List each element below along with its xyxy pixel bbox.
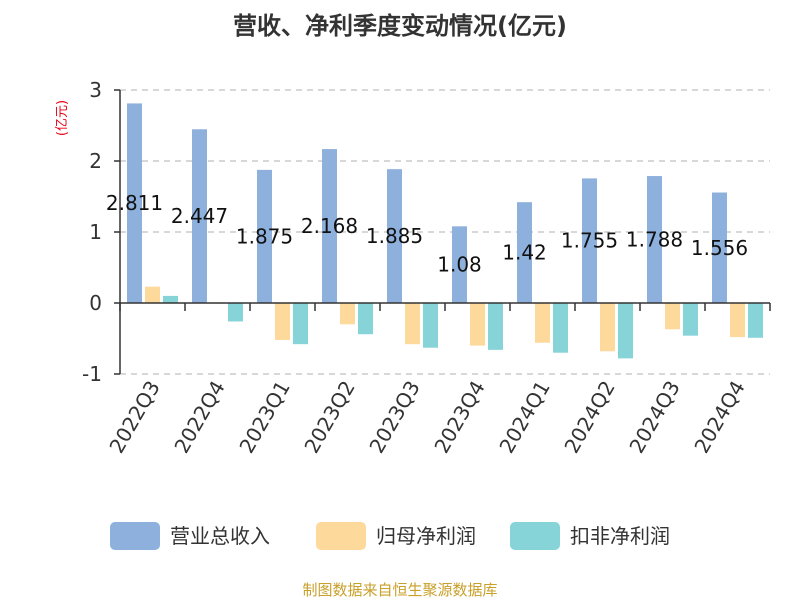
bar: [618, 303, 633, 359]
bar: [257, 169, 272, 303]
axes: [114, 89, 771, 375]
x-tick-label: 2022Q4: [169, 377, 229, 458]
bar: [712, 192, 727, 303]
y-tick-label: 3: [89, 78, 102, 102]
bar: [340, 303, 355, 325]
x-tick-label: 2024Q3: [624, 377, 684, 458]
bar: [488, 303, 503, 350]
bar: [192, 129, 207, 303]
x-tick-label: 2024Q4: [689, 377, 749, 458]
data-label: 1.788: [626, 228, 683, 252]
bar: [517, 202, 532, 303]
data-label: 1.42: [502, 241, 547, 265]
data-label: 1.755: [561, 229, 618, 253]
x-tick-label: 2022Q3: [104, 377, 164, 458]
x-tick-label: 2023Q3: [364, 377, 424, 458]
bar: [145, 286, 160, 303]
bar: [582, 178, 597, 303]
bar: [358, 303, 373, 335]
legend-swatch: [316, 522, 366, 550]
data-label: 2.811: [106, 191, 163, 215]
bar: [293, 303, 308, 345]
x-tick-label: 2024Q2: [559, 377, 619, 458]
bar: [452, 226, 467, 303]
bar: [665, 303, 680, 330]
x-tick-label: 2023Q1: [234, 377, 294, 458]
data-label: 1.556: [691, 236, 748, 260]
legend-label: 营业总收入: [170, 524, 270, 548]
y-tick-label: 0: [89, 291, 102, 315]
chart-title: 营收、净利季度变动情况(亿元): [233, 12, 567, 40]
y-tick-label: -1: [82, 362, 102, 386]
bar: [127, 103, 142, 303]
legend: 营业总收入 归母净利润 扣非净利润: [110, 522, 670, 550]
bar: [275, 303, 290, 340]
data-label: 1.875: [236, 224, 293, 248]
bar: [423, 303, 438, 348]
x-tick-label: 2023Q4: [429, 377, 489, 458]
data-label: 1.885: [366, 224, 423, 248]
bar: [387, 169, 402, 303]
bar: [600, 303, 615, 352]
data-label: 2.168: [301, 214, 358, 238]
legend-label: 归母净利润: [376, 524, 476, 548]
bar: [647, 176, 662, 303]
bar: [535, 303, 550, 343]
x-tick-label: 2024Q1: [494, 377, 554, 458]
y-tick-label: 2: [89, 149, 102, 173]
bar: [228, 303, 243, 322]
bar: [730, 303, 745, 338]
x-axis-ticks: 2022Q3 2022Q4 2023Q1 2023Q2 2023Q3 2023Q4 2024…: [104, 377, 749, 458]
legend-swatch: [110, 522, 160, 550]
bar: [470, 303, 485, 346]
source-note: 制图数据来自恒生聚源数据库: [302, 581, 497, 599]
bar: [322, 149, 337, 303]
bar: [405, 303, 420, 345]
x-tick-label: 2023Q2: [299, 377, 359, 458]
bars: [127, 103, 763, 359]
bar: [748, 303, 763, 338]
legend-swatch: [510, 522, 560, 550]
data-labels: 2.811 2.447 1.875 2.168 1.885 1.08 1.42 1.755 1.…: [106, 191, 748, 276]
legend-label: 扣非净利润: [570, 524, 670, 548]
bar: [163, 295, 178, 303]
bar: [553, 303, 568, 353]
bar: [683, 303, 698, 336]
data-label: 1.08: [437, 253, 482, 277]
y-tick-label: 1: [89, 220, 102, 244]
y-axis-ticks: -1 0 1 2 3: [82, 78, 102, 386]
y-axis-unit: (亿元): [55, 100, 70, 136]
data-label: 2.447: [171, 204, 228, 228]
